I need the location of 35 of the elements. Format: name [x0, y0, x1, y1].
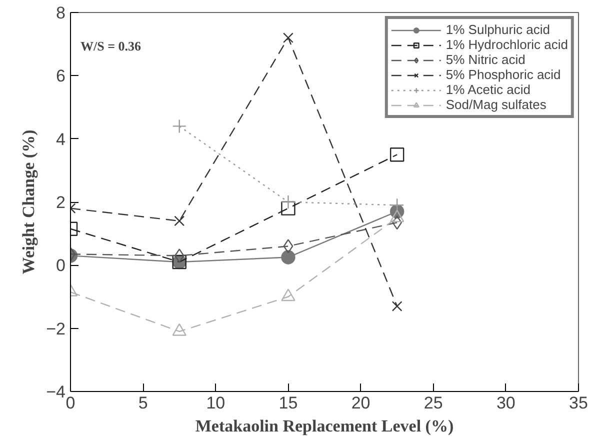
legend-label: 1% Hydrochloric acid [446, 37, 568, 52]
x-tick-label: 15 [278, 394, 298, 412]
x-axis-title: Metakaolin Replacement Level (%) [195, 416, 454, 436]
legend-label: 5% Phosphoric acid [446, 67, 561, 82]
point [392, 301, 402, 312]
point [281, 250, 296, 264]
x-tick-label: 25 [424, 394, 443, 412]
x-tick-label: 30 [496, 394, 516, 412]
y-tick-label: 0 [56, 256, 66, 276]
y-axis-title: Weight Change (%) [19, 130, 38, 274]
point [172, 119, 186, 134]
point [281, 201, 296, 216]
annotation: W/S = 0.36 [80, 38, 142, 54]
x-tick-label: 20 [351, 394, 370, 412]
y-tick-label: 8 [56, 4, 66, 22]
point [281, 194, 296, 210]
y-tick-label: −4 [46, 382, 66, 402]
point [283, 239, 294, 254]
point [392, 215, 402, 230]
point [283, 32, 294, 43]
point [174, 216, 185, 226]
x-tick-label: 35 [569, 394, 588, 412]
point [390, 198, 404, 212]
legend-label: 5% Nitric acid [446, 52, 526, 67]
legend-label: 1% Acetic acid [446, 82, 530, 97]
point [390, 148, 404, 162]
x-tick-label: 5 [138, 394, 148, 412]
legend-label: Sod/Mag sulfates [446, 97, 546, 112]
y-tick-label: 4 [56, 130, 66, 149]
y-tick-label: −2 [46, 319, 66, 338]
point [174, 248, 184, 263]
y-tick-label: 6 [56, 66, 66, 86]
legend-label: 1% Sulphuric acid [446, 22, 550, 37]
y-tick-label: 2 [56, 193, 66, 212]
x-tick-label: 10 [206, 394, 226, 412]
